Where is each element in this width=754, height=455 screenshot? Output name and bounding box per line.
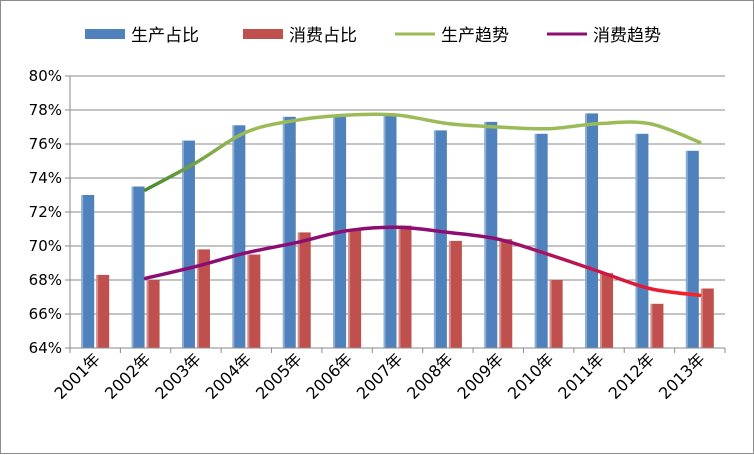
y-tick-label: 66% bbox=[29, 305, 62, 323]
bar-highlight bbox=[448, 240, 451, 348]
y-tick-label: 68% bbox=[29, 271, 62, 289]
bar bbox=[448, 240, 462, 348]
x-tick-labels: 2001年2002年2003年2004年2005年2006年2007年2008年… bbox=[50, 349, 708, 403]
bar bbox=[232, 125, 246, 348]
bar bbox=[383, 113, 397, 349]
bar-highlight bbox=[650, 303, 653, 348]
x-tick-label: 2005年 bbox=[252, 349, 306, 403]
bar bbox=[685, 150, 699, 348]
x-tick-label: 2006年 bbox=[302, 349, 356, 403]
legend-label: 生产趋势 bbox=[441, 26, 509, 46]
bar-highlight bbox=[383, 113, 386, 349]
bar-highlight bbox=[196, 249, 199, 348]
bar bbox=[81, 195, 95, 348]
bar-highlight bbox=[549, 280, 552, 348]
legend-item: 消费趋势 bbox=[547, 26, 661, 46]
bar bbox=[700, 288, 714, 348]
x-tick-label: 2011年 bbox=[554, 349, 608, 403]
bar bbox=[282, 116, 296, 348]
legend-label: 生产占比 bbox=[131, 26, 199, 46]
legend-item: 消费占比 bbox=[243, 26, 357, 46]
bar-highlight bbox=[700, 288, 703, 348]
x-tick-label: 2012年 bbox=[605, 349, 659, 403]
bar bbox=[247, 254, 261, 348]
y-tick-label: 80% bbox=[29, 67, 62, 85]
bar bbox=[600, 273, 614, 348]
bar-highlight bbox=[81, 195, 84, 348]
bar bbox=[585, 113, 599, 349]
bar bbox=[348, 229, 362, 348]
y-tick-label: 76% bbox=[29, 135, 62, 153]
bars bbox=[81, 113, 714, 349]
x-tick-label: 2001年 bbox=[50, 349, 104, 403]
bar-highlight bbox=[348, 229, 351, 348]
bar bbox=[549, 280, 563, 348]
x-tick-label: 2008年 bbox=[403, 349, 457, 403]
x-tick-label: 2009年 bbox=[454, 349, 508, 403]
x-tick-label: 2004年 bbox=[202, 349, 256, 403]
legend-label: 消费占比 bbox=[289, 26, 357, 46]
bar-highlight bbox=[685, 150, 688, 348]
bar bbox=[297, 232, 311, 348]
bar-highlight bbox=[297, 232, 300, 348]
bar bbox=[534, 133, 548, 348]
x-tick-label: 2010年 bbox=[504, 349, 558, 403]
legend: 生产占比 消费占比 生产趋势 消费趋势 bbox=[85, 26, 661, 46]
bar-highlight bbox=[131, 186, 134, 348]
bar bbox=[433, 130, 447, 348]
bar-highlight bbox=[146, 280, 149, 348]
bar-highlight bbox=[499, 239, 502, 348]
axes bbox=[69, 76, 726, 353]
bar-highlight bbox=[600, 273, 603, 348]
bar bbox=[146, 280, 160, 348]
bar-highlight bbox=[585, 113, 588, 349]
bar bbox=[499, 239, 513, 348]
bar bbox=[398, 225, 412, 348]
bar-highlight bbox=[484, 121, 487, 349]
x-tick-label: 2013年 bbox=[655, 349, 709, 403]
bar-highlight bbox=[96, 274, 99, 348]
legend-item: 生产占比 bbox=[85, 26, 199, 46]
bar-highlight bbox=[282, 116, 285, 348]
bar-highlight bbox=[181, 140, 184, 348]
y-tick-label: 72% bbox=[29, 203, 62, 221]
bar bbox=[181, 140, 195, 348]
trend-line bbox=[143, 112, 702, 192]
bar bbox=[196, 249, 210, 348]
bar bbox=[484, 121, 498, 349]
bar-highlight bbox=[247, 254, 250, 348]
y-tick-label: 64% bbox=[29, 339, 62, 357]
bar bbox=[635, 133, 649, 348]
legend-item: 生产趋势 bbox=[395, 26, 509, 46]
y-tick-labels: 64% 66% 68% 70% 72% 74% 76% 78% 80% bbox=[29, 67, 62, 357]
bar-highlight bbox=[635, 133, 638, 348]
bar-highlight bbox=[398, 225, 401, 348]
bar-highlight bbox=[534, 133, 537, 348]
y-tick-label: 74% bbox=[29, 169, 62, 187]
x-tick-label: 2002年 bbox=[101, 349, 155, 403]
trend-lines bbox=[143, 112, 702, 298]
gridlines bbox=[65, 75, 725, 349]
trend-line bbox=[143, 225, 702, 298]
y-tick-label: 70% bbox=[29, 237, 62, 255]
legend-swatch bbox=[243, 29, 283, 39]
bar bbox=[96, 274, 110, 348]
x-tick-label: 2007年 bbox=[353, 349, 407, 403]
bar bbox=[650, 303, 664, 348]
bar-highlight bbox=[433, 130, 436, 348]
bar-highlight bbox=[232, 125, 235, 348]
legend-label: 消费趋势 bbox=[593, 26, 661, 46]
y-tick-label: 78% bbox=[29, 101, 62, 119]
legend-swatch bbox=[85, 29, 125, 39]
x-tick-label: 2003年 bbox=[151, 349, 205, 403]
bar bbox=[131, 186, 145, 348]
